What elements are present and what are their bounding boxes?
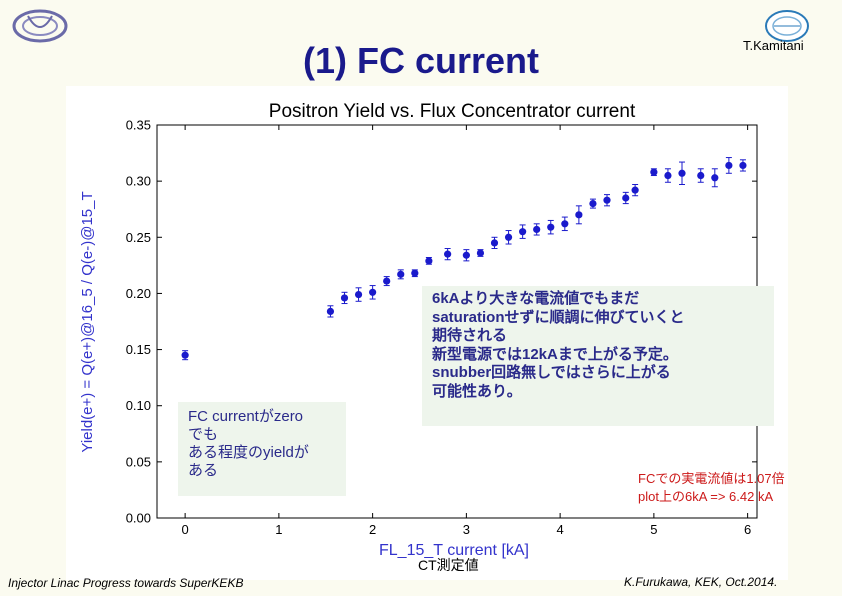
x-tick-label: 3 bbox=[463, 522, 470, 537]
annotation-line: ある程度のyieldが bbox=[188, 444, 309, 461]
data-point bbox=[490, 239, 499, 247]
data-point bbox=[711, 174, 719, 182]
y-tick-label: 0.25 bbox=[126, 230, 151, 245]
data-point bbox=[650, 168, 658, 176]
annotation-line: FC currentがzero bbox=[188, 408, 304, 425]
x-axis-label: FL_15_T current [kA] bbox=[379, 542, 529, 559]
y-tick-label: 0.00 bbox=[126, 511, 151, 526]
data-point bbox=[369, 288, 377, 296]
data-point bbox=[631, 186, 639, 194]
superkekb-logo-icon bbox=[765, 10, 809, 42]
annotation-line: ある bbox=[188, 462, 219, 479]
y-tick-label: 0.30 bbox=[126, 174, 151, 189]
x-tick-label: 1 bbox=[275, 522, 282, 537]
annotation-line: 可能性あり。 bbox=[432, 382, 522, 400]
data-point bbox=[476, 249, 485, 257]
data-point bbox=[411, 269, 419, 277]
data-point bbox=[561, 220, 569, 228]
data-point bbox=[697, 171, 705, 180]
data-point bbox=[326, 307, 335, 315]
data-point bbox=[425, 257, 433, 265]
annotation-line: plot上の6kA => 6.42 kA bbox=[638, 489, 774, 504]
data-point bbox=[589, 200, 597, 208]
annotation-line: FCでの実電流値は1.07倍 bbox=[638, 471, 785, 486]
data-point bbox=[664, 171, 672, 180]
data-point bbox=[181, 351, 189, 359]
annotation-line: 期待される bbox=[432, 327, 508, 344]
data-point bbox=[462, 251, 470, 259]
data-point bbox=[739, 161, 747, 170]
y-tick-label: 0.10 bbox=[126, 398, 151, 413]
footer-author: K.Furukawa, KEK, Oct.2014. bbox=[624, 575, 778, 589]
annotation-actual-current: FCでの実電流値は1.07倍 plot上の6kA => 6.42 kA bbox=[638, 470, 785, 506]
chart-title: Positron Yield vs. Flux Concentrator cur… bbox=[269, 101, 636, 122]
y-tick-label: 0.15 bbox=[126, 342, 151, 357]
x-tick-label: 0 bbox=[182, 522, 189, 537]
data-point bbox=[603, 196, 611, 204]
data-point bbox=[444, 250, 452, 258]
footer-title: Injector Linac Progress towards SuperKEK… bbox=[8, 576, 244, 590]
y-axis-label: Yield(e+) = Q(e+)@16_5 / Q(e-)@15_T bbox=[79, 191, 96, 452]
data-point bbox=[504, 233, 513, 241]
author-label: T.Kamitani bbox=[743, 38, 804, 53]
kek-logo-icon bbox=[12, 9, 68, 43]
data-point bbox=[533, 225, 541, 234]
x-tick-label: 6 bbox=[744, 522, 751, 537]
x-tick-label: 5 bbox=[650, 522, 657, 537]
annotation-line: でも bbox=[188, 426, 219, 443]
annotation-line: 6kAより大きな電流値でもまだ bbox=[432, 290, 640, 307]
data-point bbox=[340, 294, 349, 302]
data-point bbox=[725, 161, 733, 170]
data-point bbox=[575, 211, 583, 219]
y-tick-label: 0.35 bbox=[126, 118, 151, 133]
annotation-line: saturationせずに順調に伸びていくと bbox=[432, 308, 685, 326]
annotation-saturation: 6kAより大きな電流値でもまだ saturationせずに順調に伸びていくと 期… bbox=[422, 286, 774, 426]
annotation-zero-current: FC currentがzero でも ある程度のyieldが ある bbox=[178, 402, 346, 496]
slide-title: (1) FC current bbox=[302, 40, 540, 81]
x-tick-label: 4 bbox=[557, 522, 564, 537]
data-point bbox=[383, 277, 391, 285]
y-tick-label: 0.20 bbox=[126, 286, 151, 301]
x-tick-label: 2 bbox=[369, 522, 376, 537]
data-point bbox=[354, 290, 363, 299]
y-tick-label: 0.05 bbox=[126, 454, 151, 469]
ct-measured-label: CT測定値 bbox=[418, 557, 479, 573]
data-point bbox=[519, 228, 527, 236]
data-point bbox=[678, 169, 686, 177]
data-point bbox=[397, 270, 405, 278]
annotation-line: 新型電源では12kAまで上がる予定。 bbox=[432, 345, 678, 363]
annotation-line: snubber回路無しではさらに上がる bbox=[432, 364, 671, 381]
data-point bbox=[622, 194, 630, 202]
data-point bbox=[547, 223, 555, 231]
